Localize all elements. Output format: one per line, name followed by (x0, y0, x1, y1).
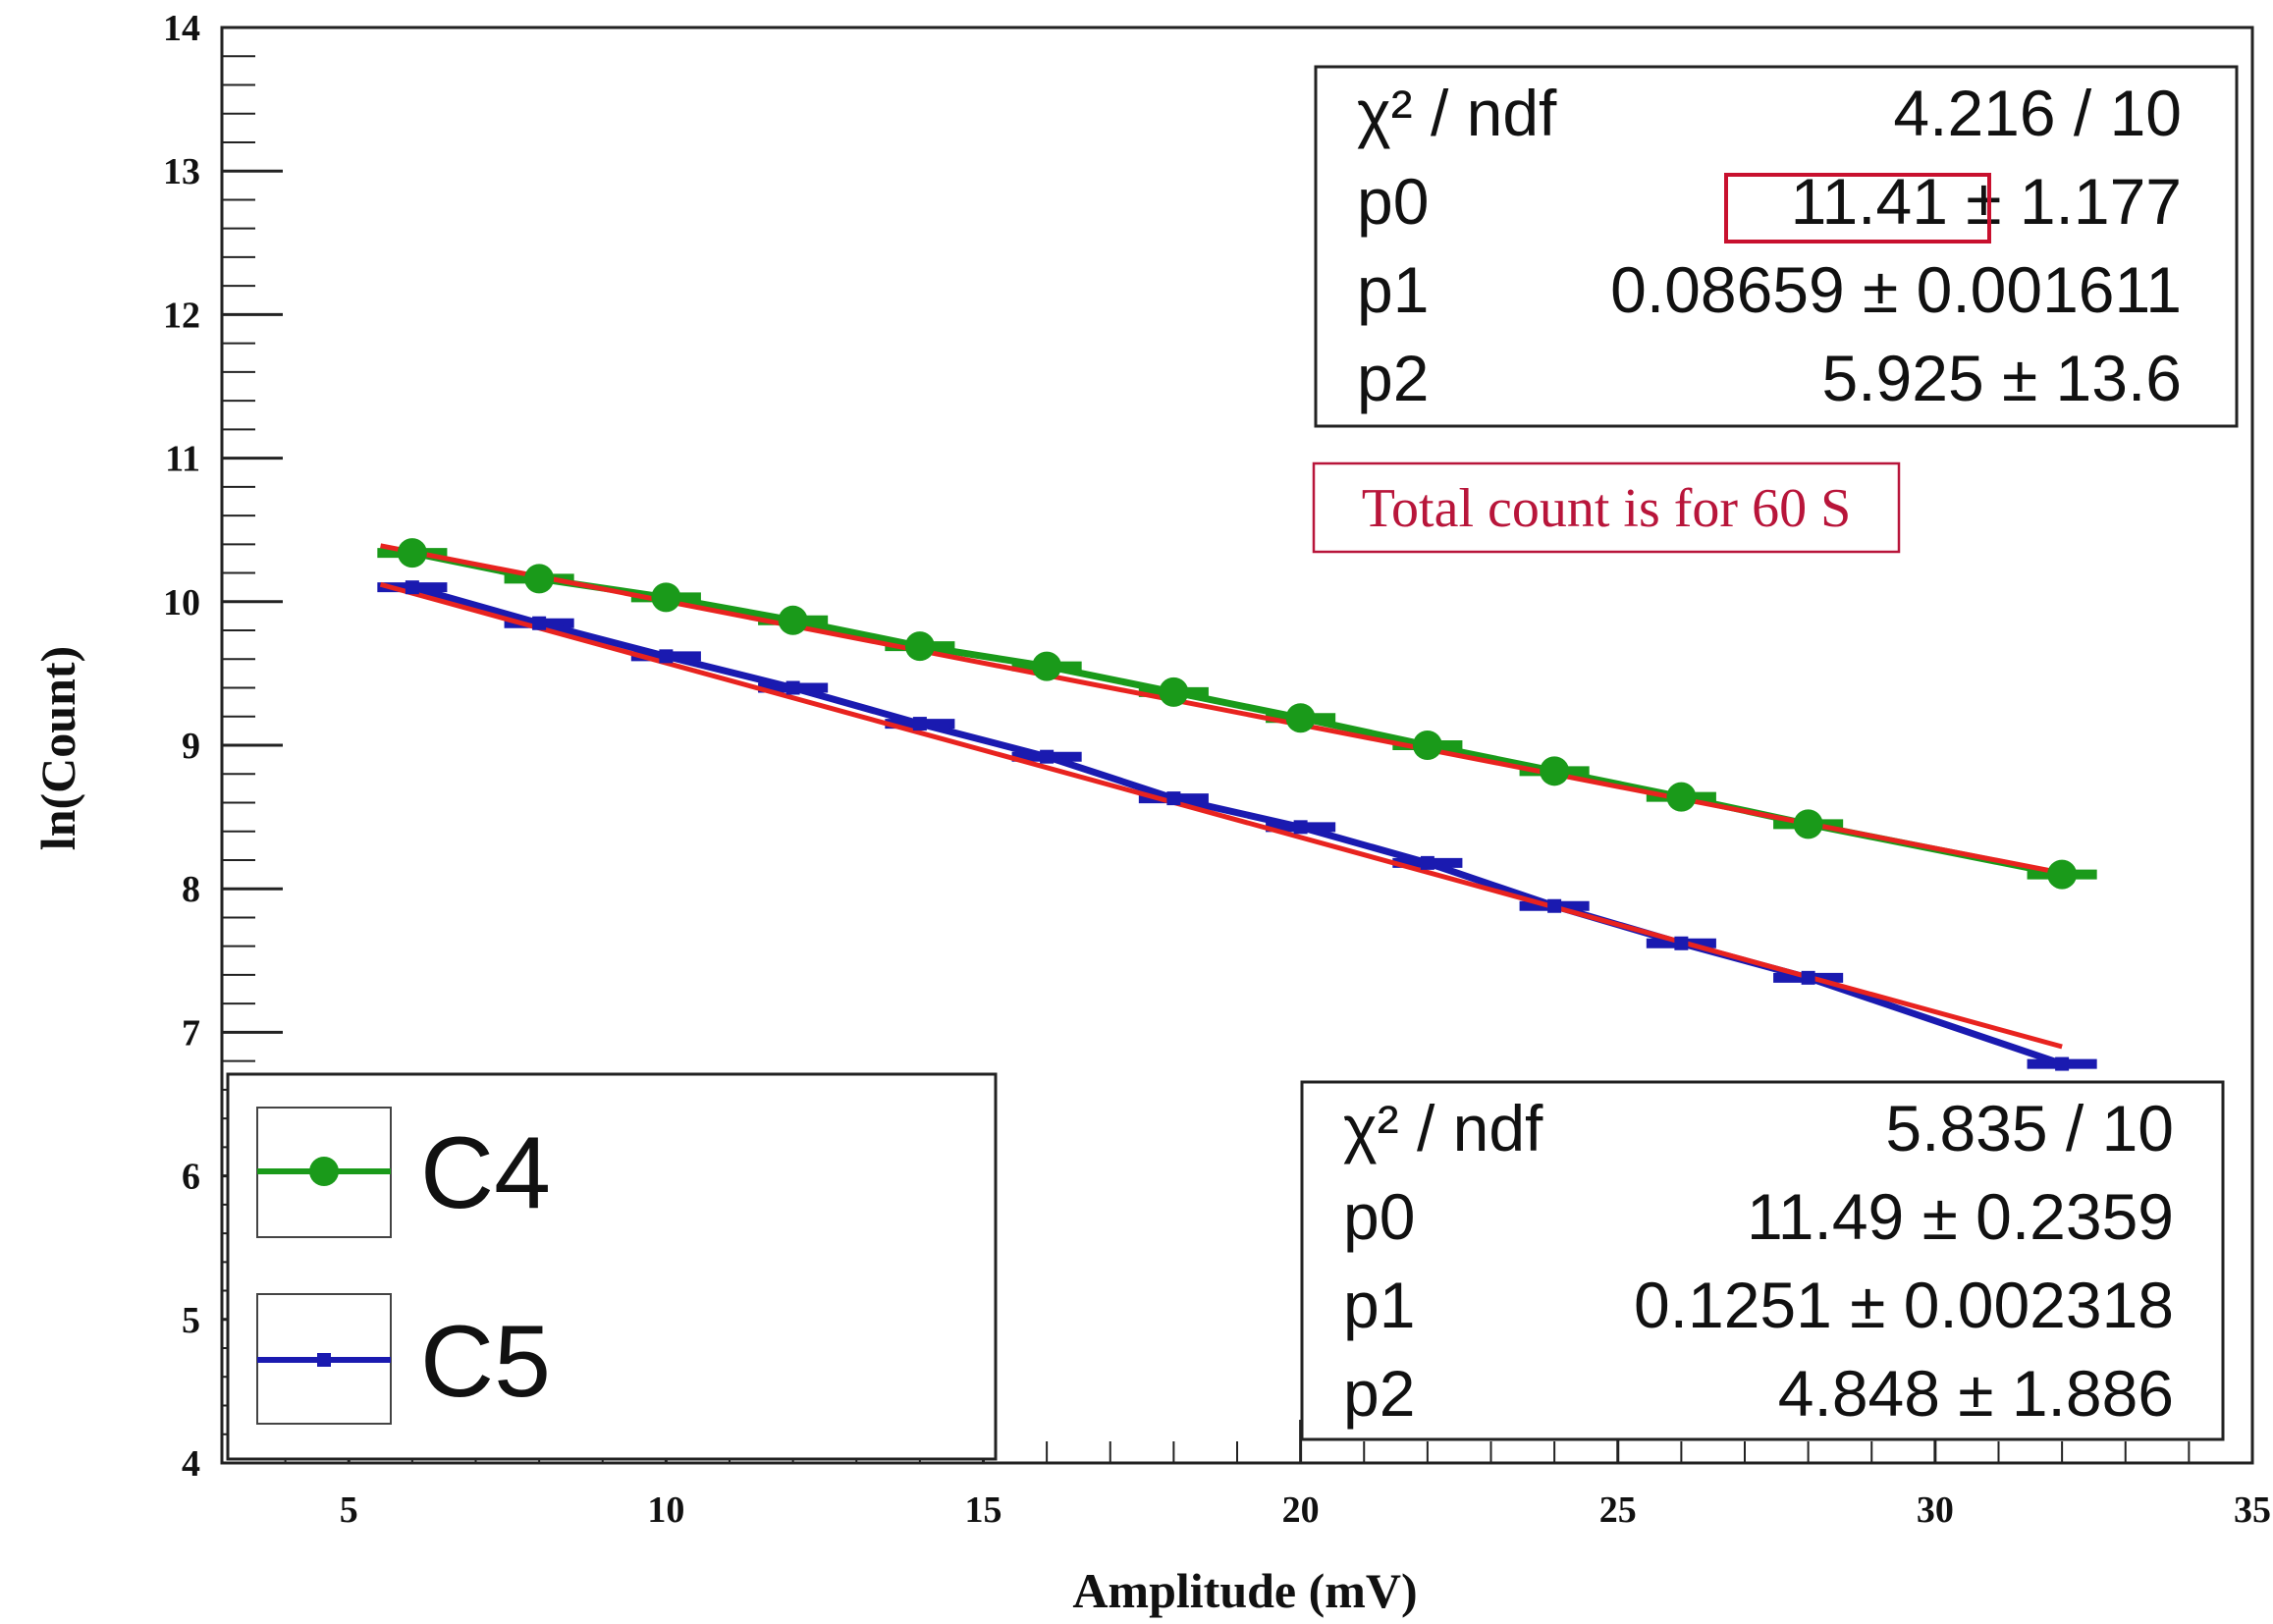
data-point-c4 (1793, 809, 1823, 839)
stat-box-frame (1314, 65, 2239, 428)
y-tick-label: 8 (182, 869, 200, 910)
y-tick-label: 14 (163, 8, 200, 49)
legend-frame (226, 1072, 998, 1461)
stat-label: p0 (1357, 165, 1429, 238)
fit-stat-box-c4: χ² / ndf 4.216 / 10 p0 11.41 ± 1.177 p1 … (1314, 65, 2239, 428)
data-point-c4 (1285, 703, 1316, 733)
stat-value: 4.216 / 10 (1893, 77, 2182, 149)
data-point-c4 (1666, 782, 1697, 812)
data-point-c5 (1547, 898, 1562, 913)
data-point-c5 (1801, 970, 1815, 985)
series-layer (377, 538, 2097, 1071)
stat-label: p0 (1343, 1180, 1415, 1253)
stat-value: 4.848 ± 1.886 (1778, 1357, 2174, 1430)
data-point-c4 (651, 582, 681, 613)
data-point-c5 (912, 717, 927, 731)
stat-value: 11.41 ± 1.177 (1791, 165, 2182, 238)
data-point-c5 (1420, 855, 1434, 870)
stat-label: χ² / ndf (1357, 77, 1557, 149)
data-point-c5 (405, 580, 419, 595)
data-point-c4 (1412, 731, 1442, 760)
x-tick-label: 20 (1282, 1489, 1320, 1531)
x-tick-label: 10 (647, 1489, 684, 1531)
y-tick-label: 13 (163, 151, 200, 192)
data-point-c5 (532, 616, 547, 630)
stat-label: χ² / ndf (1343, 1092, 1543, 1164)
data-point-c4 (1540, 756, 1570, 786)
stat-label: p1 (1343, 1269, 1415, 1341)
legend-label-c4: C4 (420, 1116, 551, 1230)
legend: C4 C5 (226, 1072, 998, 1461)
data-point-c5 (1040, 749, 1055, 764)
data-point-c4 (2047, 859, 2078, 890)
x-axis: 5 10 15 20 25 30 35 (221, 1420, 2271, 1531)
data-point-c5 (2055, 1056, 2070, 1071)
x-tick-label: 15 (965, 1489, 1002, 1531)
data-point-c4 (1159, 677, 1189, 707)
y-tick-label: 4 (182, 1443, 200, 1485)
stat-value: 5.835 / 10 (1885, 1092, 2174, 1164)
legend-marker-c5 (317, 1353, 331, 1367)
data-point-c4 (397, 538, 427, 568)
stat-value: 11.49 ± 0.2359 (1747, 1180, 2174, 1253)
annotation-text: Total count is for 60 S (1362, 478, 1851, 539)
stat-value: 0.1251 ± 0.002318 (1634, 1269, 2174, 1341)
data-point-c4 (778, 605, 808, 635)
stat-value: 0.08659 ± 0.001611 (1610, 253, 2182, 326)
stat-box-frame (1300, 1080, 2225, 1441)
legend-label-c5: C5 (420, 1305, 551, 1419)
stat-value: 5.925 ± 13.6 (1821, 342, 2182, 414)
x-tick-label: 35 (2234, 1489, 2271, 1531)
stat-label: p2 (1343, 1357, 1415, 1430)
annotation: Total count is for 60 S (1312, 461, 1901, 554)
fit-stat-box-c5: χ² / ndf 5.835 / 10 p0 11.49 ± 0.2359 p1… (1300, 1080, 2225, 1441)
legend-marker-c4 (309, 1157, 339, 1186)
p0-highlight-box (1724, 173, 1991, 244)
y-tick-label: 12 (163, 295, 200, 336)
y-tick-label: 6 (182, 1157, 200, 1198)
data-point-c5 (1674, 936, 1689, 950)
y-axis: 4 5 6 7 8 9 10 11 12 13 14 (163, 8, 283, 1485)
stat-label: p2 (1357, 342, 1429, 414)
data-point-c5 (785, 680, 800, 695)
data-point-c4 (1032, 651, 1062, 681)
x-tick-label: 5 (340, 1489, 358, 1531)
data-point-c5 (1166, 791, 1181, 806)
x-tick-label: 25 (1599, 1489, 1637, 1531)
y-tick-label: 11 (165, 439, 200, 480)
data-point-c4 (904, 631, 935, 662)
y-tick-label: 7 (182, 1012, 200, 1054)
y-tick-label: 9 (182, 726, 200, 767)
stat-label: p1 (1357, 253, 1429, 326)
x-axis-title: Amplitude (mV) (1072, 1563, 1417, 1618)
data-point-c4 (524, 564, 555, 594)
data-point-c5 (1293, 820, 1308, 835)
y-tick-label: 5 (182, 1300, 200, 1341)
y-axis-title: ln(Count) (30, 646, 85, 850)
data-point-c5 (659, 649, 674, 664)
annotation-frame (1312, 461, 1901, 554)
y-tick-label: 10 (163, 582, 200, 623)
x-tick-label: 30 (1917, 1489, 1954, 1531)
